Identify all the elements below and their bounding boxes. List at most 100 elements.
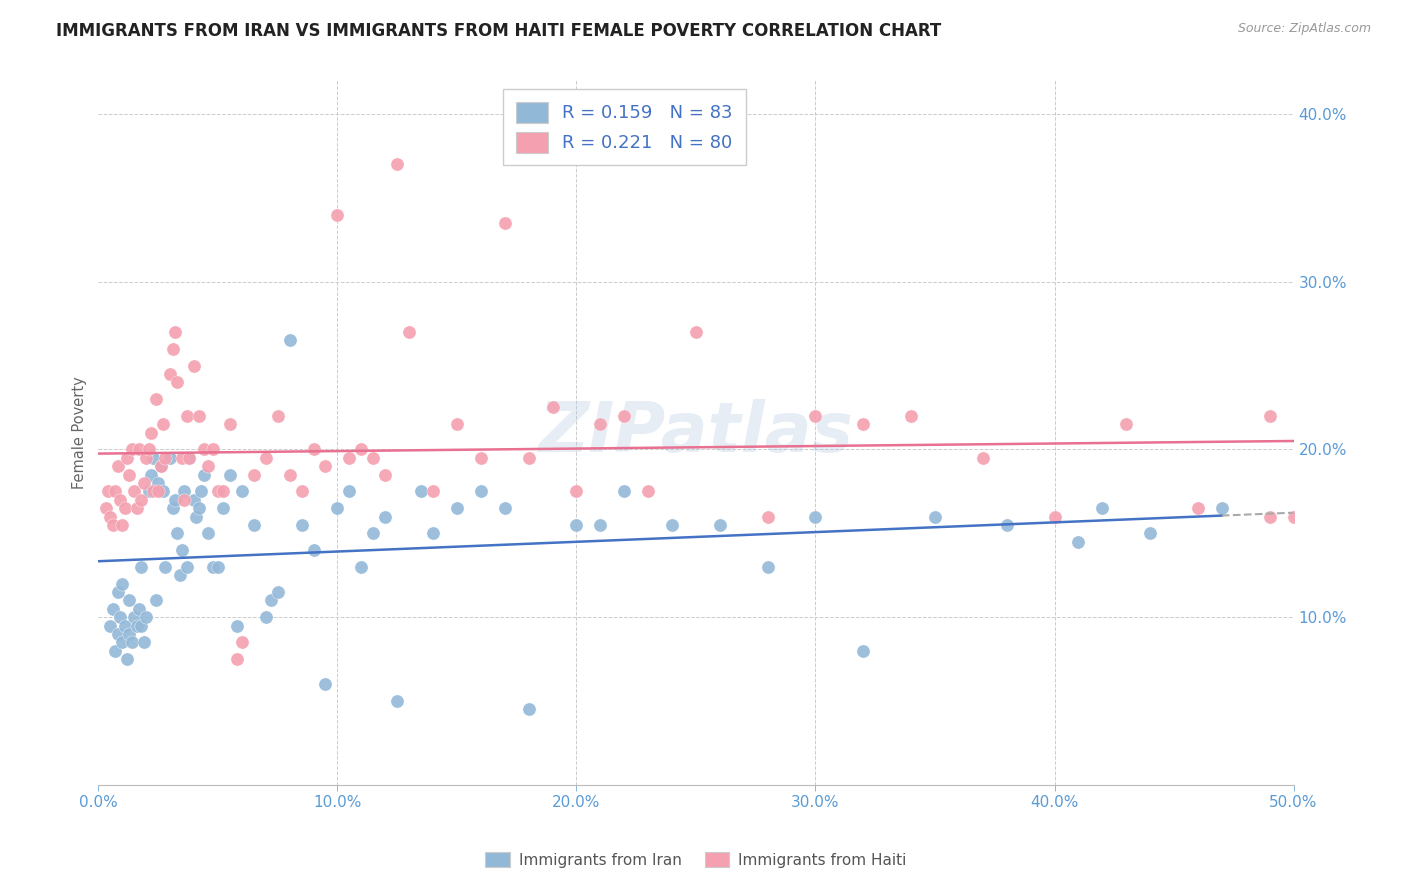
Point <box>107 459 129 474</box>
Point <box>470 450 492 465</box>
Point <box>374 467 396 482</box>
Point <box>1139 526 1161 541</box>
Text: Source: ZipAtlas.com: Source: ZipAtlas.com <box>1237 22 1371 36</box>
Point <box>315 459 337 474</box>
Point <box>302 543 325 558</box>
Point <box>118 627 141 641</box>
Point <box>613 409 636 423</box>
Point <box>145 593 167 607</box>
Point <box>176 409 198 423</box>
Point <box>231 635 253 649</box>
Point <box>756 509 779 524</box>
Point <box>111 635 134 649</box>
Point <box>148 484 170 499</box>
Point <box>101 517 124 532</box>
Point <box>302 442 325 457</box>
Point <box>107 627 129 641</box>
Point <box>202 559 225 574</box>
Point <box>115 652 138 666</box>
Point <box>108 492 131 507</box>
Point <box>350 442 373 457</box>
Point <box>187 501 209 516</box>
Point <box>804 409 827 423</box>
Point <box>446 417 468 432</box>
Point <box>179 450 201 465</box>
Point <box>193 442 215 457</box>
Point <box>219 417 242 432</box>
Point <box>128 442 150 457</box>
Point <box>139 425 162 440</box>
Point <box>125 618 148 632</box>
Point <box>183 359 205 373</box>
Point <box>267 409 290 423</box>
Point <box>565 517 588 532</box>
Point <box>661 517 683 532</box>
Point <box>149 459 172 474</box>
Y-axis label: Female Poverty: Female Poverty <box>72 376 87 489</box>
Point <box>131 492 153 507</box>
Point <box>1211 501 1233 516</box>
Point <box>124 484 146 499</box>
Point <box>152 417 174 432</box>
Point <box>132 475 155 490</box>
Point <box>589 517 612 532</box>
Point <box>470 484 492 499</box>
Point <box>187 409 209 423</box>
Point <box>278 467 301 482</box>
Point <box>149 459 172 474</box>
Point <box>494 501 516 516</box>
Point <box>94 501 117 516</box>
Point <box>374 509 396 524</box>
Point <box>326 501 349 516</box>
Point <box>1043 509 1066 524</box>
Point <box>152 484 174 499</box>
Point <box>243 467 266 482</box>
Point <box>142 484 165 499</box>
Point <box>804 509 827 524</box>
Point <box>541 401 564 415</box>
Point <box>132 635 155 649</box>
Point <box>1258 409 1281 423</box>
Point <box>924 509 946 524</box>
Point <box>385 694 409 708</box>
Point <box>124 610 146 624</box>
Point <box>202 442 225 457</box>
Point <box>159 450 181 465</box>
Point <box>97 484 120 499</box>
Point <box>115 450 138 465</box>
Point <box>172 543 194 558</box>
Point <box>111 576 134 591</box>
Point <box>517 702 540 716</box>
Point <box>166 376 188 390</box>
Point <box>494 216 516 230</box>
Point <box>118 467 141 482</box>
Point <box>972 450 994 465</box>
Point <box>131 559 153 574</box>
Point <box>900 409 922 423</box>
Point <box>254 450 277 465</box>
Point <box>226 618 249 632</box>
Point <box>1067 534 1090 549</box>
Point <box>259 593 281 607</box>
Point <box>363 450 385 465</box>
Point <box>589 417 612 432</box>
Point <box>142 450 165 465</box>
Point <box>1091 501 1114 516</box>
Point <box>685 325 707 339</box>
Point <box>108 610 131 624</box>
Point <box>411 484 433 499</box>
Point <box>172 450 194 465</box>
Point <box>385 157 409 171</box>
Point <box>226 652 249 666</box>
Point <box>517 450 540 465</box>
Point <box>211 501 233 516</box>
Point <box>190 484 212 499</box>
Point <box>339 484 361 499</box>
Point <box>145 392 167 406</box>
Point <box>169 568 191 582</box>
Point <box>118 593 141 607</box>
Point <box>291 517 314 532</box>
Point <box>231 484 253 499</box>
Point <box>186 509 208 524</box>
Point <box>852 644 875 658</box>
